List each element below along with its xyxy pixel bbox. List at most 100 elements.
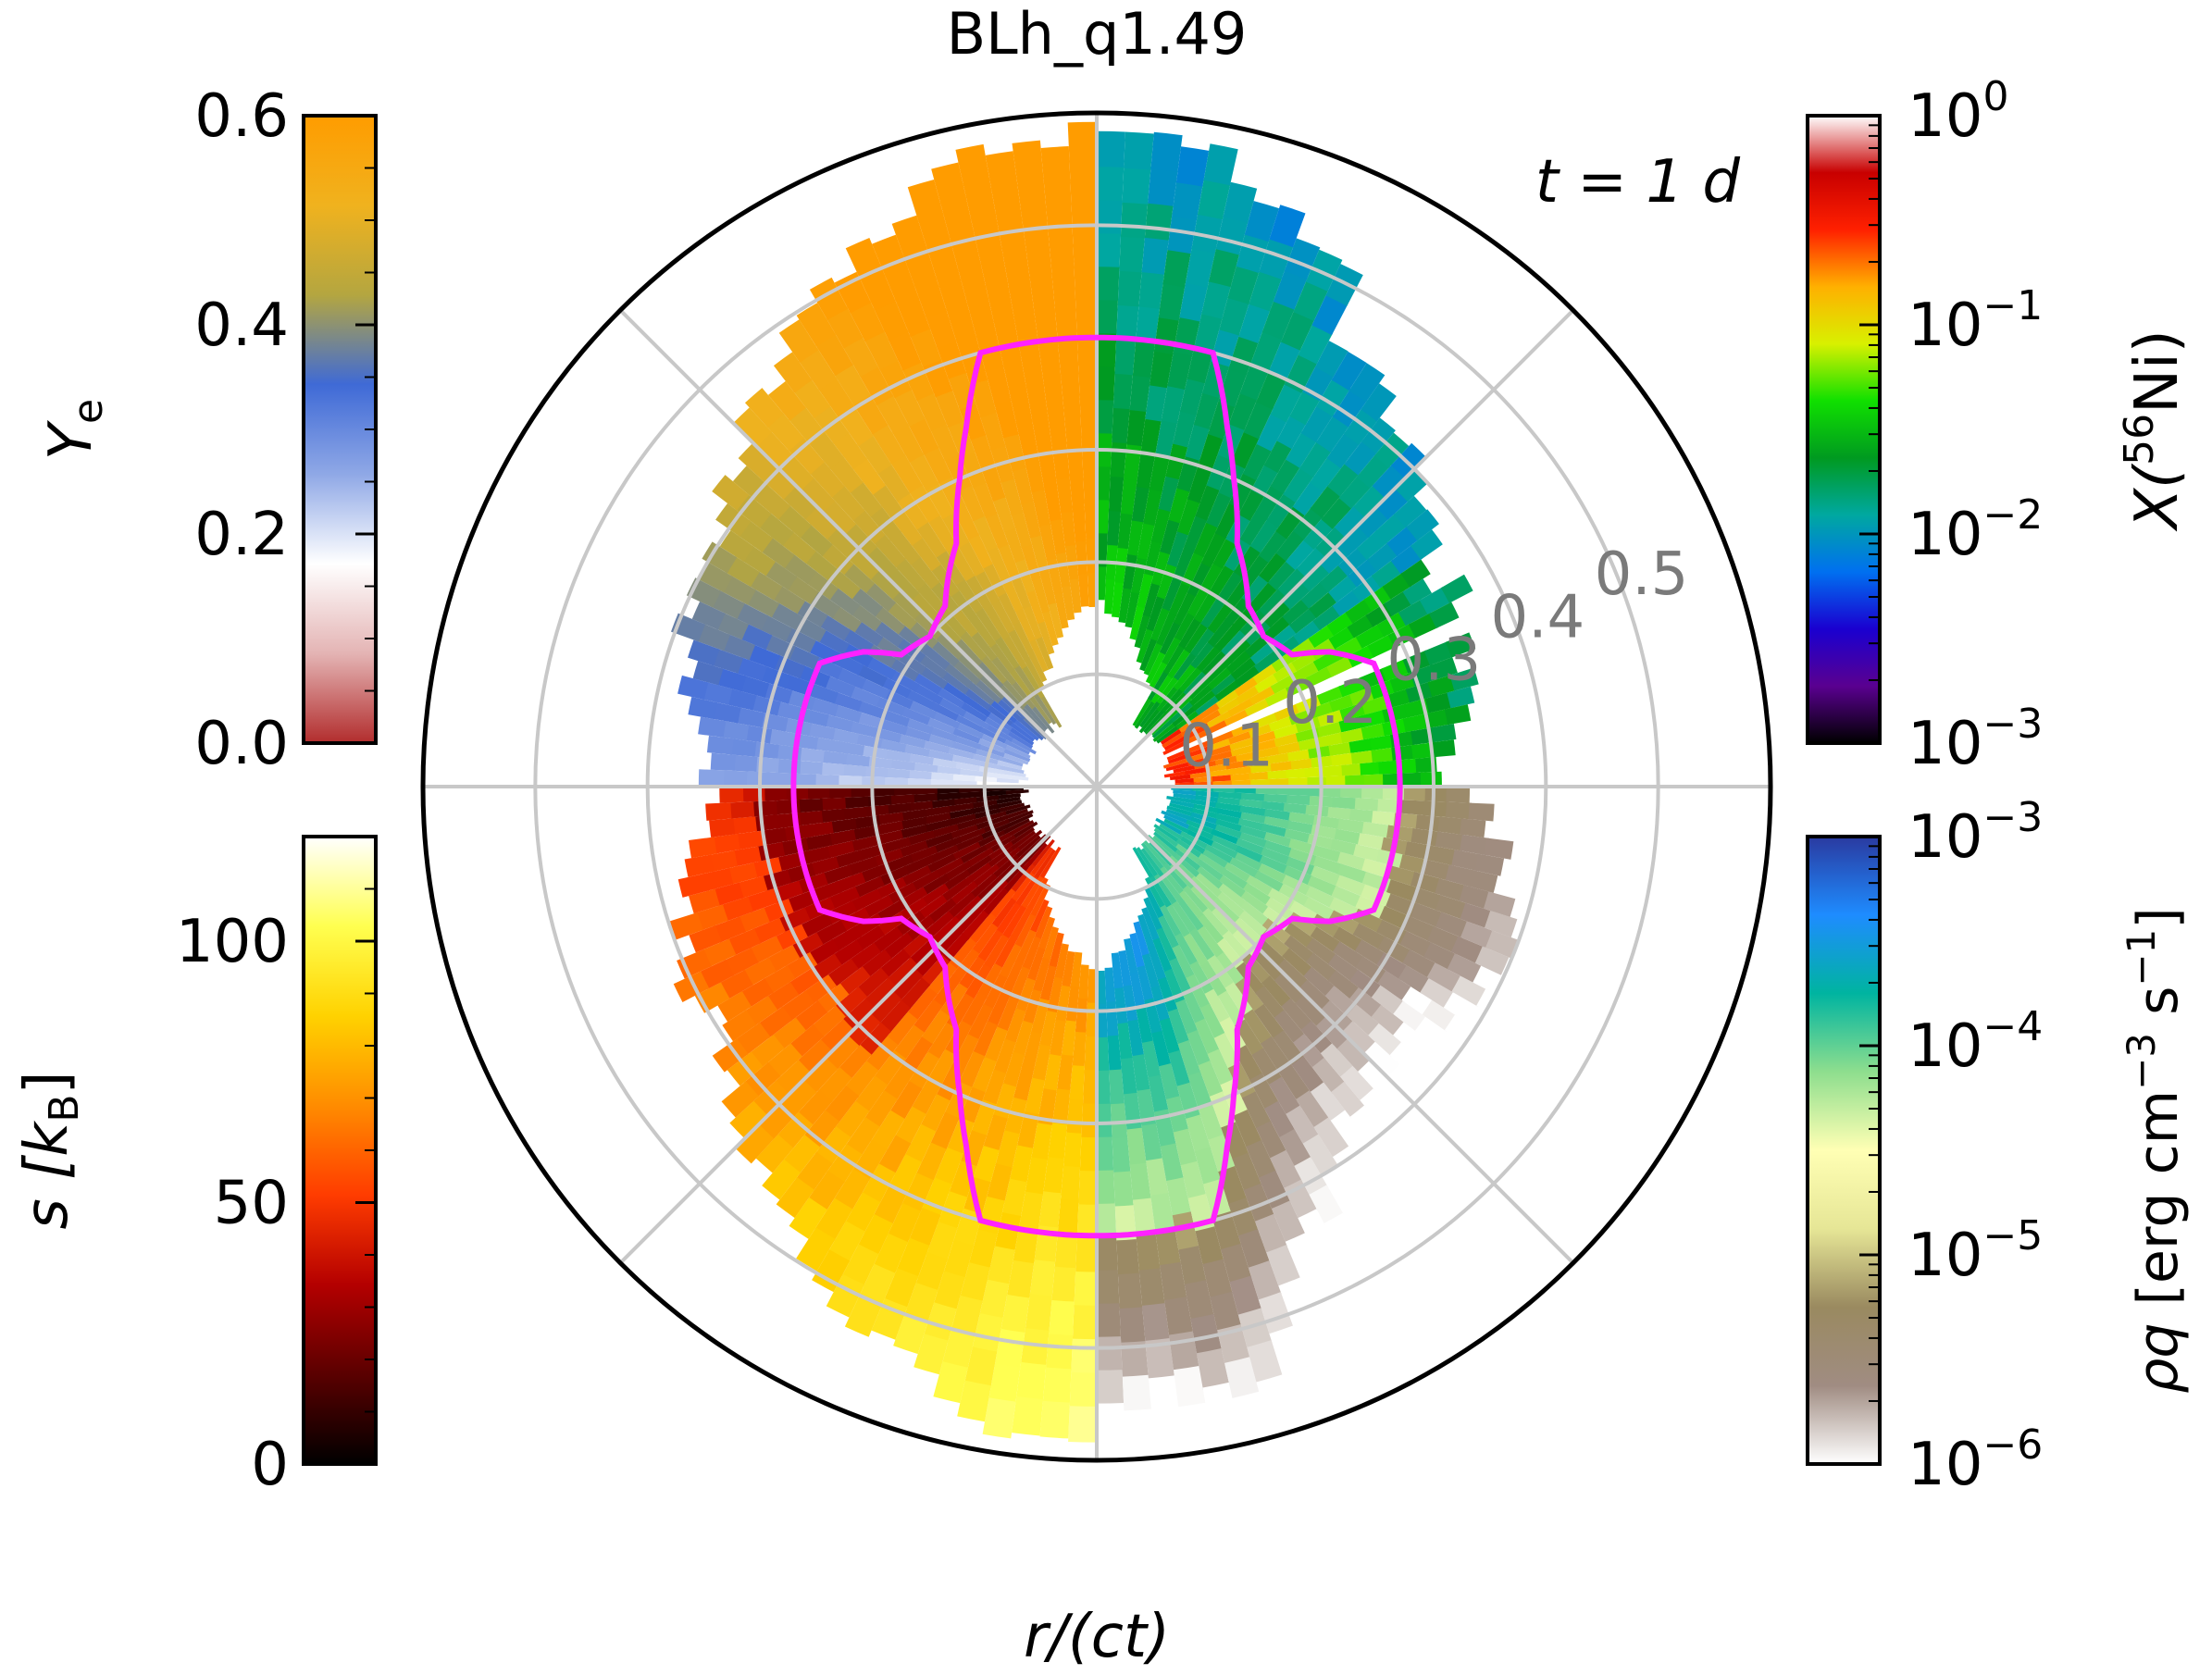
ejecta-cell <box>1238 910 1269 938</box>
ejecta-cell <box>1185 766 1209 775</box>
ejecta-cell <box>1150 673 1174 704</box>
ejecta-cell <box>1371 985 1405 1016</box>
ejecta-cell <box>1133 921 1150 958</box>
ejecta-cell <box>1141 1040 1162 1080</box>
ejecta-cell <box>832 691 863 712</box>
ejecta-cell <box>1166 904 1192 939</box>
ejecta-cell <box>901 1172 934 1213</box>
ejecta-cell <box>1253 649 1282 674</box>
ejecta-cell <box>886 1011 918 1048</box>
ejecta-cell <box>773 352 813 393</box>
ejecta-cell <box>1316 685 1345 705</box>
ejecta-cell <box>1173 544 1196 581</box>
ejecta-cell <box>1236 962 1266 995</box>
ejecta-cell <box>1328 910 1361 936</box>
ejecta-cell <box>1214 813 1242 825</box>
ejecta-cell <box>1211 328 1240 367</box>
ejecta-cell <box>870 1110 905 1151</box>
ejecta-cell <box>1340 1065 1375 1102</box>
ejecta-cell <box>926 1022 957 1061</box>
ejecta-cell <box>1002 1051 1025 1089</box>
ejecta-cell <box>1390 544 1423 575</box>
ejecta-cell <box>745 589 780 618</box>
ejecta-cell <box>1249 723 1274 738</box>
ejecta-cell <box>1254 673 1280 693</box>
ejecta-cell <box>752 1080 789 1118</box>
ejecta-cell <box>1423 800 1449 818</box>
ejecta-cell <box>798 747 825 763</box>
ejecta-cell <box>1357 505 1390 539</box>
ejecta-cell <box>732 465 770 502</box>
ejecta-cell <box>929 799 955 809</box>
ejecta-cell <box>853 1075 889 1113</box>
ejecta-cell <box>1107 1035 1122 1073</box>
ejecta-cell <box>1371 1004 1406 1037</box>
ejecta-cell <box>1187 586 1211 617</box>
ejecta-cell <box>1410 887 1443 912</box>
ejecta-cell <box>826 787 851 799</box>
ejecta-cell <box>1320 999 1355 1034</box>
ejecta-cell <box>856 664 888 688</box>
ejecta-cell <box>1153 827 1180 849</box>
colorbar-tick-label: 10−6 <box>1908 1421 2043 1499</box>
ejecta-cell <box>1238 302 1271 344</box>
ejecta-cell <box>1447 953 1482 983</box>
ejecta-cell <box>938 983 968 1019</box>
ejecta-cell <box>720 896 753 922</box>
ejecta-cell <box>1163 818 1192 836</box>
ejecta-cell <box>1236 751 1261 763</box>
ejecta-cell <box>1161 383 1186 424</box>
ejecta-cell <box>1242 1009 1274 1046</box>
ejecta-cell <box>1212 537 1237 569</box>
ejecta-cell <box>901 360 935 402</box>
ejecta-cell <box>830 727 860 745</box>
ejecta-cell <box>1274 703 1301 722</box>
ejecta-cell <box>1327 970 1361 1000</box>
ejecta-cell <box>752 917 786 945</box>
ejecta-cell <box>1352 923 1386 950</box>
ejecta-cell <box>1170 800 1197 809</box>
ejecta-cell <box>1250 463 1279 498</box>
ejecta-cell <box>1151 1030 1172 1069</box>
ejecta-cell <box>712 834 740 854</box>
ejecta-cell <box>1284 828 1312 844</box>
ejecta-cell <box>1000 1294 1030 1335</box>
ejecta-cell <box>677 675 709 700</box>
ejecta-cell <box>809 697 839 717</box>
ejecta-cell <box>954 577 984 614</box>
ejecta-cell <box>936 924 966 955</box>
ejecta-cell <box>1076 1204 1097 1241</box>
ejecta-cell <box>1266 492 1298 528</box>
ejecta-cell <box>1336 875 1368 898</box>
ejecta-cell <box>886 601 917 630</box>
ejecta-cell <box>1294 1157 1328 1197</box>
ejecta-cell <box>1001 634 1027 670</box>
ejecta-cell <box>1053 590 1069 629</box>
ejecta-cell <box>1315 525 1348 558</box>
ejecta-cell <box>779 1079 817 1118</box>
ejecta-cell <box>1069 1371 1097 1409</box>
ejecta-cell <box>1258 863 1288 885</box>
ejecta-cell <box>845 1117 880 1157</box>
ejecta-cell <box>1173 663 1198 690</box>
ejecta-cell <box>942 662 973 689</box>
ejecta-cell <box>941 1328 976 1371</box>
ejecta-cell <box>996 755 1024 767</box>
ejecta-cell <box>1020 499 1041 539</box>
ejecta-cell <box>1008 384 1033 425</box>
ejecta-cell <box>878 358 913 399</box>
ejecta-cell <box>1169 862 1197 891</box>
ejecta-cell <box>988 641 1015 674</box>
ejecta-cell <box>976 660 1004 689</box>
ejecta-cell <box>732 846 762 867</box>
ejecta-cell <box>910 870 941 892</box>
ejecta-cell <box>1013 606 1036 642</box>
ejecta-cell <box>934 388 964 428</box>
ejecta-cell <box>1332 589 1362 617</box>
ejecta-cell <box>1447 686 1475 709</box>
ejecta-cell <box>1287 776 1311 787</box>
ejecta-cell <box>1328 741 1353 756</box>
ejecta-cell <box>1051 1088 1071 1127</box>
ejecta-cell <box>1347 1004 1381 1037</box>
ejecta-cell <box>871 483 905 521</box>
